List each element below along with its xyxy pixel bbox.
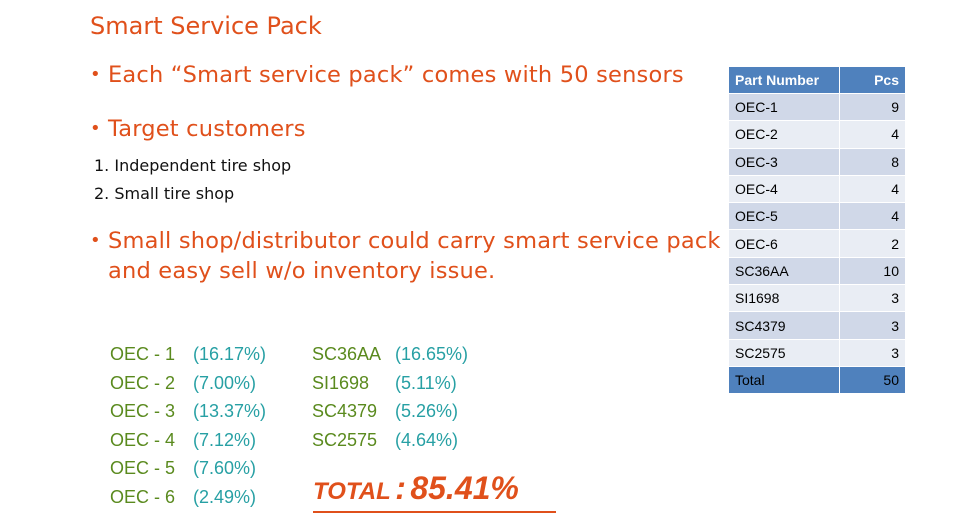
part-name: OEC - 5 — [110, 458, 176, 478]
parts-table: Part Number Pcs OEC-1 9 OEC-2 4 OEC-3 8 OEC… — [728, 66, 906, 394]
cell-pcs: 3 — [839, 311, 906, 340]
percent-row: OEC - 5 (7.60%) — [110, 454, 266, 483]
table-row: SC36AA 10 — [728, 256, 906, 286]
percent-column-sc: SC36AA (16.65%) SI1698 (5.11%) SC4379 (5.26… — [312, 340, 468, 454]
part-name: OEC - 6 — [110, 486, 176, 507]
percent-column-oec: OEC - 1 (16.17%) OEC - 2 (7.00%) OEC - 3 (1… — [110, 340, 266, 511]
part-percent: (7.12%) — [193, 429, 257, 450]
bullet-dot: • — [90, 64, 101, 85]
part-percent: (7.60%) — [193, 458, 257, 478]
bullet-text: Each “Smart service pack” comes with 50 … — [108, 62, 684, 88]
cell-pcs: 4 — [839, 202, 906, 231]
bullet-dot: • — [90, 230, 101, 251]
total-underline — [313, 511, 556, 513]
part-percent: (5.11%) — [395, 372, 457, 393]
part-name: OEC - 4 — [110, 429, 176, 450]
table-row: SC4379 3 — [728, 311, 906, 340]
percent-row: OEC - 1 (16.17%) — [110, 340, 266, 369]
percent-row: OEC - 2 (7.00%) — [110, 369, 266, 398]
percent-row: OEC - 3 (13.37%) — [110, 397, 266, 426]
part-name: OEC - 3 — [110, 401, 176, 421]
cell-pcs: 3 — [839, 338, 906, 367]
slide-title: Smart Service Pack — [90, 12, 322, 40]
header-part-number: Part Number — [728, 66, 840, 94]
cell-part: SC4379 — [728, 311, 840, 340]
cell-pcs: 2 — [839, 229, 906, 258]
customer-item: 2. Small tire shop — [94, 184, 235, 203]
bullet-text: Target customers — [108, 116, 306, 142]
table-row: OEC-1 9 — [728, 92, 906, 122]
cell-pcs: 9 — [839, 92, 906, 122]
total-label-cell: Total — [728, 365, 840, 394]
table-row: OEC-5 4 — [728, 202, 906, 231]
customer-item: 1. Independent tire shop — [94, 156, 292, 175]
part-name: SC36AA — [312, 344, 382, 364]
cell-pcs: 10 — [839, 256, 906, 286]
part-percent: (4.64%) — [395, 429, 459, 450]
total-label: TOTAL — [313, 478, 391, 505]
part-name: SC4379 — [312, 401, 378, 421]
cell-part: OEC-4 — [728, 174, 840, 204]
cell-pcs: 4 — [839, 174, 906, 204]
percent-row: SC4379 (5.26%) — [312, 397, 468, 426]
table-row: SI1698 3 — [728, 284, 906, 313]
bullet-target-customers: • Target customers — [90, 114, 306, 144]
table-row: OEC-6 2 — [728, 229, 906, 258]
part-percent: (7.00%) — [193, 372, 257, 393]
cell-part: OEC-5 — [728, 202, 840, 231]
percent-row: OEC - 4 (7.12%) — [110, 426, 266, 455]
part-percent: (16.17%) — [193, 344, 267, 364]
part-name: OEC - 1 — [110, 344, 176, 364]
cell-part: OEC-1 — [728, 92, 840, 122]
part-percent: (16.65%) — [395, 344, 469, 364]
table-header-row: Part Number Pcs — [728, 66, 906, 94]
bullet-text: Small shop/distributor could carry smart… — [108, 228, 721, 284]
table-row: OEC-2 4 — [728, 120, 906, 149]
table-row: OEC-4 4 — [728, 174, 906, 204]
cell-part: OEC-2 — [728, 120, 840, 149]
total-value: 85.41% — [410, 470, 519, 506]
part-percent: (5.26%) — [395, 401, 459, 421]
part-percent: (13.37%) — [193, 401, 267, 421]
cell-pcs: 3 — [839, 284, 906, 313]
cell-part: OEC-6 — [728, 229, 840, 258]
part-name: SC2575 — [312, 429, 378, 450]
part-name: SI1698 — [312, 372, 370, 393]
percent-row: SI1698 (5.11%) — [312, 369, 468, 398]
table-row: OEC-3 8 — [728, 147, 906, 176]
cell-part: SI1698 — [728, 284, 840, 313]
percent-row: OEC - 6 (2.49%) — [110, 483, 266, 512]
table-row: SC2575 3 — [728, 338, 906, 367]
bullet-distributor: • Small shop/distributor could carry sma… — [90, 226, 730, 286]
bullet-sensors: • Each “Smart service pack” comes with 5… — [90, 60, 684, 90]
total-colon: : — [395, 470, 406, 506]
cell-pcs: 8 — [839, 147, 906, 176]
cell-part: OEC-3 — [728, 147, 840, 176]
percent-row: SC2575 (4.64%) — [312, 426, 468, 455]
part-name: OEC - 2 — [110, 372, 176, 393]
total-pcs-cell: 50 — [839, 365, 906, 394]
total-percentage: TOTAL : 85.41% — [313, 470, 519, 507]
cell-part: SC36AA — [728, 256, 840, 286]
percent-row: SC36AA (16.65%) — [312, 340, 468, 369]
bullet-dot: • — [90, 118, 101, 139]
part-percent: (2.49%) — [193, 486, 257, 507]
header-pcs: Pcs — [839, 66, 906, 94]
table-total-row: Total 50 — [728, 365, 906, 394]
customer-list: 1. Independent tire shop 2. Small tire s… — [94, 152, 291, 208]
cell-pcs: 4 — [839, 120, 906, 149]
cell-part: SC2575 — [728, 338, 840, 367]
